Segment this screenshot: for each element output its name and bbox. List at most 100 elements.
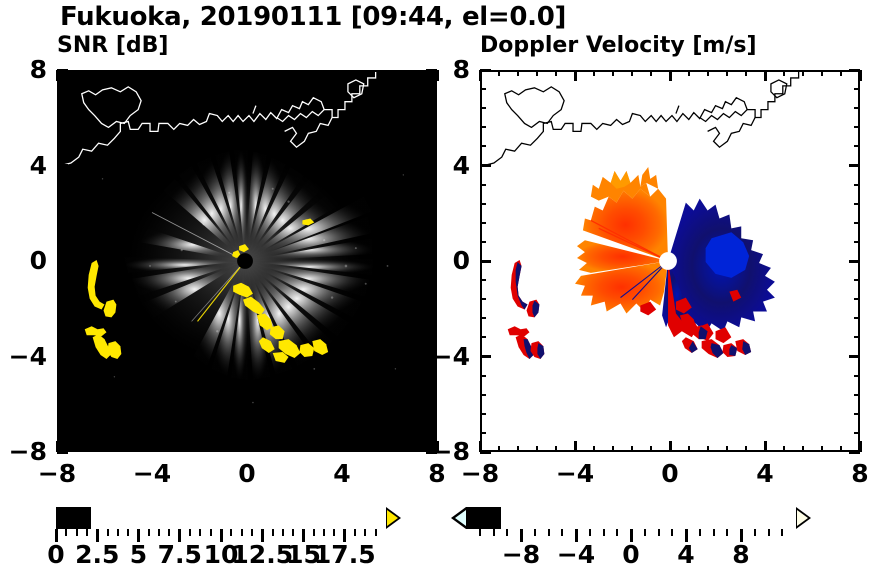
- axis-tick-minor-y: [480, 202, 486, 205]
- snr-colorbar-tick-minor: [168, 529, 171, 536]
- axis-tick-minor-y: [431, 393, 437, 396]
- doppler-colorbar-cell: [492, 509, 493, 527]
- doppler-plot-panel[interactable]: [480, 70, 860, 452]
- axis-tick-minor-y: [431, 107, 437, 110]
- axis-tick-major-x: [763, 70, 767, 81]
- axis-tick-minor-y: [854, 412, 860, 415]
- doppler-colorbar-cell: [477, 509, 478, 527]
- axis-tick-major-y: [849, 68, 860, 72]
- axis-tick-minor-y: [854, 374, 860, 377]
- axis-tick-minor-x: [379, 446, 381, 452]
- snr-colorbar-tick-minor: [199, 529, 202, 536]
- axis-tick-minor-x: [688, 70, 690, 76]
- y-axis-tick-label: 8: [452, 55, 470, 84]
- axis-tick-major-x: [763, 441, 767, 452]
- doppler-colorbar-tick-minor: [616, 529, 619, 536]
- snr-colorbar-cell: [68, 509, 69, 527]
- axis-tick-minor-y: [480, 107, 486, 110]
- doppler-colorbar-cell: [483, 509, 484, 527]
- doppler-colorbar-arrow-max-fill: [797, 510, 808, 526]
- axis-tick-minor-x: [227, 446, 229, 452]
- axis-tick-major-x: [668, 70, 672, 81]
- axis-tick-minor-x: [536, 446, 538, 452]
- axis-tick-minor-y: [57, 336, 63, 339]
- axis-tick-minor-x: [379, 70, 381, 76]
- axis-tick-minor-y: [57, 431, 63, 434]
- x-axis-tick-label: 8: [428, 459, 446, 488]
- snr-colorbar-tick-minor: [312, 529, 315, 536]
- axis-tick-minor-x: [555, 446, 557, 452]
- doppler-colorbar-cell: [488, 509, 489, 527]
- axis-tick-minor-y: [431, 298, 437, 301]
- axis-tick-minor-x: [94, 446, 96, 452]
- x-axis-tick-label: 4: [333, 459, 351, 488]
- doppler-colorbar-cell: [495, 509, 496, 527]
- axis-tick-major-y: [426, 355, 437, 358]
- axis-tick-minor-x: [360, 70, 362, 76]
- doppler-colorbar-tick-major: [519, 529, 523, 542]
- snr-colorbar-tick-major: [302, 529, 305, 542]
- axis-tick-major-y: [849, 355, 860, 358]
- axis-tick-minor-y: [57, 240, 63, 243]
- snr-colorbar-tick-minor: [333, 529, 336, 536]
- snr-colorbar-tick-minor: [281, 529, 284, 536]
- axis-tick-minor-y: [854, 221, 860, 224]
- doppler-colorbar-tick-minor: [781, 529, 784, 536]
- axis-tick-minor-y: [431, 317, 437, 320]
- axis-tick-minor-x: [650, 70, 652, 76]
- axis-tick-minor-y: [57, 107, 63, 110]
- snr-colorbar-cell: [81, 509, 82, 527]
- snr-colorbar-ticks: [54, 529, 386, 542]
- snr-colorbar-tick-minor: [364, 529, 367, 536]
- snr-colorbar-tick-label: 15: [286, 540, 321, 569]
- snr-colorbar-cell: [71, 509, 72, 527]
- doppler-colorbar-cell: [472, 509, 473, 527]
- axis-tick-minor-y: [431, 221, 437, 224]
- axis-tick-major-y: [480, 68, 491, 72]
- axis-tick-minor-x: [94, 70, 96, 76]
- doppler-colorbar-tick-minor: [533, 529, 536, 536]
- snr-colorbar-cell: [63, 509, 64, 527]
- snr-colorbar-tick-label: 0: [47, 540, 65, 569]
- axis-tick-major-x: [573, 70, 577, 81]
- axis-tick-minor-x: [555, 70, 557, 76]
- axis-tick-minor-y: [480, 183, 486, 186]
- doppler-colorbar-tick-minor: [602, 529, 605, 536]
- doppler-colorbar-cell: [479, 509, 480, 527]
- axis-tick-minor-x: [802, 446, 804, 452]
- snr-colorbar-cell: [62, 509, 63, 527]
- snr-colorbar-cell: [80, 509, 81, 527]
- doppler-colorbar-tick-minor: [506, 529, 509, 536]
- axis-tick-minor-x: [265, 446, 267, 452]
- snr-colorbar-tick-minor: [147, 529, 150, 536]
- y-axis-tick-label: −4: [431, 341, 470, 371]
- snr-colorbar-tick-minor: [374, 529, 377, 536]
- axis-tick-major-x: [340, 441, 344, 452]
- doppler-colorbar[interactable]: [451, 507, 811, 542]
- axis-tick-minor-y: [480, 88, 486, 91]
- axis-tick-minor-y: [57, 183, 63, 186]
- snr-colorbar-cell: [65, 509, 66, 527]
- axis-tick-minor-x: [303, 446, 305, 452]
- snr-colorbar-cell: [73, 509, 74, 527]
- axis-tick-minor-x: [75, 446, 77, 452]
- axis-tick-minor-x: [745, 70, 747, 76]
- snr-colorbar-tick-label: 7.5: [157, 540, 202, 569]
- x-axis-tick-label: 8: [851, 459, 869, 488]
- y-axis-tick-label: −8: [431, 437, 470, 466]
- doppler-colorbar-cell: [489, 509, 490, 527]
- axis-tick-minor-y: [431, 412, 437, 415]
- axis-tick-major-x: [858, 441, 862, 452]
- axis-tick-minor-y: [854, 202, 860, 205]
- snr-colorbar-cell: [72, 509, 73, 527]
- snr-plot-panel[interactable]: [57, 70, 437, 452]
- panel-title-snr: SNR [dB]: [57, 33, 169, 58]
- axis-tick-minor-y: [431, 202, 437, 205]
- axis-tick-minor-x: [417, 70, 419, 76]
- axis-tick-major-y: [426, 259, 437, 263]
- snr-colorbar[interactable]: [54, 507, 401, 542]
- y-axis-tick-label: −4: [8, 341, 47, 371]
- snr-colorbar-tick-minor: [65, 529, 68, 536]
- doppler-colorbar-tick-minor: [561, 529, 564, 536]
- axis-tick-major-y: [57, 164, 68, 167]
